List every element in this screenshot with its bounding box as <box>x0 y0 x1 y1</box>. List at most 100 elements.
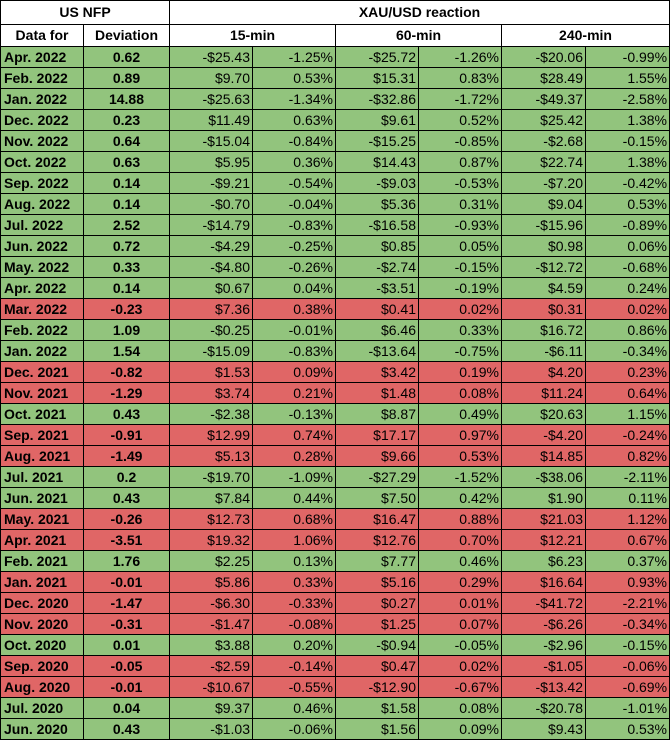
reaction-240min-percent: -2.11% <box>584 466 671 488</box>
reaction-240min-dollar: $1.90 <box>501 487 586 509</box>
reaction-15min-dollar: -$6.30 <box>169 592 253 614</box>
date-cell: Apr. 2022 <box>0 46 84 68</box>
deviation-cell: 0.23 <box>83 109 170 131</box>
reaction-60min-dollar: $6.46 <box>335 319 419 341</box>
table-row: Apr. 2022 0.62 -$25.43 -1.25% -$25.72 -1.26% -… <box>0 46 671 68</box>
reaction-240min-dollar: -$38.06 <box>501 466 586 488</box>
reaction-240min-percent: 0.86% <box>584 319 671 341</box>
reaction-60min-dollar: $5.36 <box>335 193 419 215</box>
table-row: Jan. 2022 14.88 -$25.63 -1.34% -$32.86 -1.72%… <box>0 88 671 110</box>
table-row: Dec. 2022 0.23 $11.49 0.63% $9.61 0.52% $25.42… <box>0 109 671 131</box>
reaction-60min-percent: -0.67% <box>418 676 502 698</box>
reaction-240min-percent: 0.93% <box>584 571 671 593</box>
deviation-cell: -0.23 <box>83 298 170 320</box>
deviation-cell: -3.51 <box>83 529 170 551</box>
reaction-240min-dollar: $21.03 <box>501 508 586 530</box>
reaction-60min-dollar: $17.17 <box>335 424 419 446</box>
table-row: Mar. 2022 -0.23 $7.36 0.38% $0.41 0.02% $0.31 0… <box>0 298 671 320</box>
reaction-60min-dollar: $9.61 <box>335 109 419 131</box>
reaction-15min-percent: -0.26% <box>252 256 336 278</box>
reaction-15min-percent: 0.38% <box>252 298 336 320</box>
date-cell: Sep. 2020 <box>0 655 84 677</box>
reaction-15min-percent: 1.06% <box>252 529 336 551</box>
reaction-240min-percent: -0.06% <box>584 655 671 677</box>
reaction-240min-percent: 1.38% <box>584 109 671 131</box>
reaction-240min-dollar: $16.64 <box>501 571 586 593</box>
deviation-header: Deviation <box>83 24 170 47</box>
reaction-15min-dollar: $3.74 <box>169 382 253 404</box>
reaction-15min-dollar: -$25.43 <box>169 46 253 68</box>
reaction-240min-percent: -0.34% <box>584 340 671 362</box>
reaction-240min-percent: 0.23% <box>584 361 671 383</box>
reaction-240min-dollar: $22.74 <box>501 151 586 173</box>
reaction-60min-percent: 0.31% <box>418 193 502 215</box>
reaction-240min-percent: -0.99% <box>584 46 671 68</box>
reaction-240min-dollar: -$1.05 <box>501 655 586 677</box>
deviation-cell: 1.09 <box>83 319 170 341</box>
table-row: Jul. 2020 0.04 $9.37 0.46% $1.58 0.08% -$20.78… <box>0 697 671 719</box>
reaction-15min-dollar: $12.73 <box>169 508 253 530</box>
reaction-15min-percent: -0.01% <box>252 319 336 341</box>
reaction-60min-percent: 0.19% <box>418 361 502 383</box>
date-cell: Nov. 2022 <box>0 130 84 152</box>
table-row: Dec. 2020 -1.47 -$6.30 -0.33% $0.27 0.01% -$41… <box>0 592 671 614</box>
reaction-15min-percent: -0.54% <box>252 172 336 194</box>
reaction-60min-dollar: -$12.90 <box>335 676 419 698</box>
reaction-15min-percent: -1.09% <box>252 466 336 488</box>
date-cell: Dec. 2022 <box>0 109 84 131</box>
reaction-60min-percent: 0.08% <box>418 697 502 719</box>
date-cell: Nov. 2021 <box>0 382 84 404</box>
table-row: Oct. 2021 0.43 -$2.38 -0.13% $8.87 0.49% $20.6… <box>0 403 671 425</box>
reaction-240min-percent: 1.38% <box>584 151 671 173</box>
date-cell: Jun. 2020 <box>0 718 84 740</box>
date-cell: Feb. 2022 <box>0 319 84 341</box>
reaction-240min-percent: -0.89% <box>584 214 671 236</box>
table-row: Feb. 2022 1.09 -$0.25 -0.01% $6.46 0.33% $16.7… <box>0 319 671 341</box>
table-row: Nov. 2022 0.64 -$15.04 -0.84% -$15.25 -0.85% -… <box>0 130 671 152</box>
reaction-15min-percent: -0.06% <box>252 718 336 740</box>
table-row: Aug. 2022 0.14 -$0.70 -0.04% $5.36 0.31% $9.04… <box>0 193 671 215</box>
reaction-60min-percent: 0.88% <box>418 508 502 530</box>
date-cell: Feb. 2022 <box>0 67 84 89</box>
reaction-240min-dollar: $14.85 <box>501 445 586 467</box>
reaction-15min-dollar: $2.25 <box>169 550 253 572</box>
reaction-15min-dollar: -$0.70 <box>169 193 253 215</box>
reaction-15min-dollar: -$4.29 <box>169 235 253 257</box>
header-row-2: Data for Deviation 15-min 60-min 240-min <box>0 24 671 47</box>
reaction-60min-percent: 0.49% <box>418 403 502 425</box>
reaction-240min-percent: -1.01% <box>584 697 671 719</box>
min60-header: 60-min <box>335 24 502 47</box>
reaction-60min-dollar: -$32.86 <box>335 88 419 110</box>
reaction-15min-percent: -0.83% <box>252 340 336 362</box>
reaction-240min-dollar: $25.42 <box>501 109 586 131</box>
reaction-60min-dollar: -$2.74 <box>335 256 419 278</box>
deviation-cell: 0.14 <box>83 277 170 299</box>
table-row: Jul. 2022 2.52 -$14.79 -0.83% -$16.58 -0.93% -… <box>0 214 671 236</box>
reaction-15min-percent: -0.33% <box>252 592 336 614</box>
reaction-15min-dollar: -$15.04 <box>169 130 253 152</box>
reaction-15min-dollar: -$9.21 <box>169 172 253 194</box>
deviation-cell: 0.2 <box>83 466 170 488</box>
reaction-15min-dollar: -$4.80 <box>169 256 253 278</box>
reaction-15min-dollar: -$2.38 <box>169 403 253 425</box>
reaction-240min-dollar: $0.98 <box>501 235 586 257</box>
date-cell: Sep. 2021 <box>0 424 84 446</box>
reaction-15min-dollar: $9.37 <box>169 697 253 719</box>
min240-header: 240-min <box>500 24 671 47</box>
deviation-cell: 2.52 <box>83 214 170 236</box>
reaction-240min-dollar: -$6.11 <box>501 340 586 362</box>
date-cell: Sep. 2022 <box>0 172 84 194</box>
deviation-cell: 0.64 <box>83 130 170 152</box>
reaction-60min-dollar: $0.41 <box>335 298 419 320</box>
reaction-240min-dollar: $11.24 <box>501 382 586 404</box>
reaction-15min-percent: -0.04% <box>252 193 336 215</box>
reaction-240min-percent: 1.55% <box>584 67 671 89</box>
reaction-60min-percent: -1.72% <box>418 88 502 110</box>
deviation-cell: -0.82 <box>83 361 170 383</box>
table-row: Sep. 2020 -0.05 -$2.59 -0.14% $0.47 0.02% -$1.… <box>0 655 671 677</box>
date-cell: Jul. 2020 <box>0 697 84 719</box>
reaction-60min-dollar: $5.16 <box>335 571 419 593</box>
reaction-240min-percent: -0.15% <box>584 130 671 152</box>
reaction-60min-dollar: -$0.94 <box>335 634 419 656</box>
reaction-15min-dollar: $5.95 <box>169 151 253 173</box>
